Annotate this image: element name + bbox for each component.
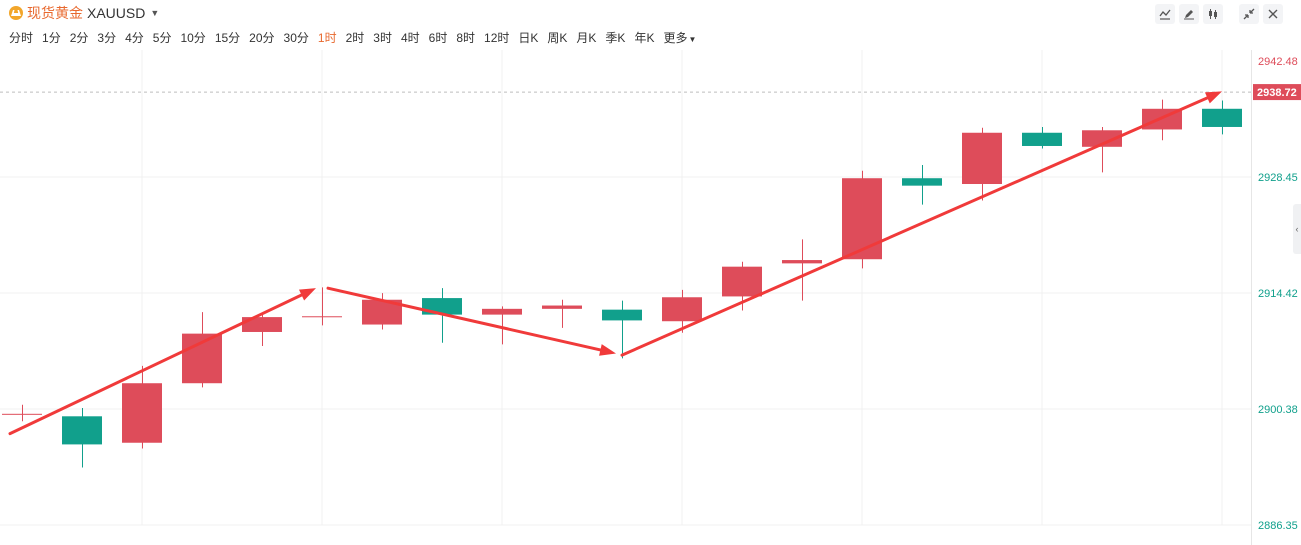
candle-body[interactable] [722, 266, 762, 297]
candle-body[interactable] [1022, 132, 1062, 146]
candle-body[interactable] [302, 316, 342, 318]
period-tabs: 分时 1分 2分 3分 4分 5分 10分 15分 20分 30分 1时 2时 3时 4时 6时 8时 12时日… [9, 29, 696, 45]
candle-type-icon [1209, 9, 1217, 19]
period-tab[interactable]: 4时 [400, 31, 420, 45]
period-tab[interactable]: 20分 [249, 31, 275, 45]
candle-body[interactable] [62, 416, 102, 445]
period-tab[interactable]: 3分 [97, 31, 117, 45]
y-tick-label: 2914.42 [1258, 288, 1298, 300]
symbol-selector[interactable]: 现货黄金 XAUUSD ▼ [9, 4, 159, 22]
candle-body[interactable] [842, 178, 882, 260]
period-tab[interactable]: 10分 [180, 31, 206, 45]
candle-body[interactable] [602, 309, 642, 321]
line-style-icon [1159, 9, 1171, 20]
period-tab[interactable]: 3时 [373, 31, 392, 45]
period-tab[interactable]: 1分 [42, 31, 61, 45]
period-tab[interactable]: 日K [518, 31, 539, 45]
shrink-button[interactable] [1239, 4, 1259, 24]
y-tick-label: 2942.48 [1258, 56, 1298, 68]
gold-ingot-icon [9, 6, 23, 20]
period-tab[interactable]: 2时 [345, 31, 365, 45]
period-tab[interactable]: 15分 [214, 31, 241, 45]
trend-arrow-thin [621, 276, 803, 356]
candle-body[interactable] [1202, 108, 1242, 127]
current-price-badge [1253, 84, 1301, 101]
symbol-code: XAUUSD [87, 5, 146, 21]
shrink-icon [1243, 8, 1255, 20]
trend-arrow [8, 293, 304, 436]
side-panel-toggle[interactable]: ‹ [1293, 204, 1301, 254]
current-price-label: 2938.72 [1257, 87, 1297, 99]
y-tick-label: 2928.45 [1258, 172, 1298, 184]
period-tab[interactable]: 30分 [283, 31, 309, 45]
period-tab[interactable]: 2分 [69, 31, 89, 45]
period-tab[interactable]: 季K [605, 31, 626, 45]
candle-body[interactable] [482, 308, 522, 315]
chevron-down-icon: ▼ [688, 35, 697, 44]
chart-header: 现货黄金 XAUUSD ▼ [0, 0, 1301, 26]
draw-button[interactable] [1179, 4, 1199, 24]
period-tab[interactable]: 12时 [484, 31, 510, 45]
trend-arrow-head [599, 344, 616, 356]
trend-arrow-thin [327, 287, 563, 342]
candle-body[interactable] [962, 132, 1002, 185]
candle-type-button[interactable] [1203, 4, 1223, 24]
candle-body[interactable] [242, 317, 282, 332]
y-tick-label: 2886.35 [1258, 520, 1298, 532]
trend-arrow-head [1204, 91, 1222, 104]
candle-body[interactable] [782, 260, 822, 264]
candlestick-chart[interactable]: 2942.48 2928.45 2914.42 2900.38 2886.35 2938.… [0, 50, 1301, 545]
period-tab[interactable]: 分时 [9, 31, 34, 45]
toolbar [1155, 4, 1283, 24]
close-button[interactable] [1263, 4, 1283, 24]
chevron-left-icon: ‹ [1295, 224, 1299, 234]
line-style-button[interactable] [1155, 4, 1175, 24]
y-tick-label: 2900.38 [1258, 404, 1298, 416]
period-tab[interactable]: 周K [547, 31, 568, 45]
period-tab[interactable]: 1时 [317, 31, 337, 45]
period-tab[interactable]: 6时 [428, 31, 448, 45]
candle-body[interactable] [122, 383, 162, 443]
candle-body[interactable] [2, 413, 42, 415]
close-icon [1268, 9, 1278, 19]
period-tab[interactable]: 更多▼ [663, 31, 697, 45]
trend-arrow-head [298, 288, 316, 301]
period-tab[interactable]: 年K [634, 31, 655, 45]
period-tab[interactable]: 4分 [125, 31, 144, 45]
period-tab[interactable]: 月K [576, 31, 597, 45]
draw-pen-icon [1184, 10, 1194, 20]
candle-body[interactable] [542, 305, 582, 309]
candle-body[interactable] [1082, 130, 1122, 147]
chevron-down-icon: ▼ [150, 8, 160, 18]
symbol-name: 现货黄金 [27, 5, 83, 21]
candle-body[interactable] [662, 297, 702, 322]
period-tab[interactable]: 8时 [456, 31, 476, 45]
candle-body[interactable] [902, 178, 942, 186]
period-tab[interactable]: 5分 [152, 31, 172, 45]
